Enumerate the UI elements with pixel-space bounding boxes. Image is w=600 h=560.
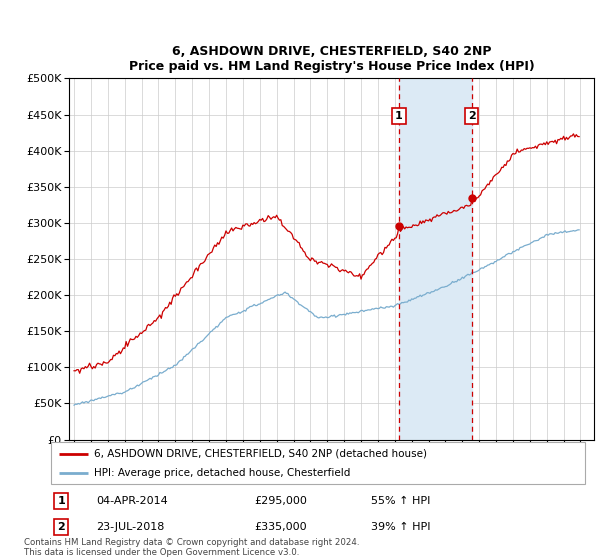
- Text: 2: 2: [58, 522, 65, 532]
- Text: 1: 1: [395, 111, 403, 121]
- Text: 1: 1: [58, 496, 65, 506]
- Text: Contains HM Land Registry data © Crown copyright and database right 2024.
This d: Contains HM Land Registry data © Crown c…: [24, 538, 359, 557]
- Text: 23-JUL-2018: 23-JUL-2018: [97, 522, 165, 532]
- Text: 2: 2: [468, 111, 475, 121]
- Title: 6, ASHDOWN DRIVE, CHESTERFIELD, S40 2NP
Price paid vs. HM Land Registry's House : 6, ASHDOWN DRIVE, CHESTERFIELD, S40 2NP …: [128, 45, 535, 73]
- Bar: [399, 78, 472, 440]
- Text: £295,000: £295,000: [254, 496, 307, 506]
- Text: £335,000: £335,000: [254, 522, 307, 532]
- Text: 6, ASHDOWN DRIVE, CHESTERFIELD, S40 2NP (detached house): 6, ASHDOWN DRIVE, CHESTERFIELD, S40 2NP …: [94, 449, 427, 459]
- FancyBboxPatch shape: [51, 442, 585, 484]
- Text: 55% ↑ HPI: 55% ↑ HPI: [371, 496, 431, 506]
- Text: 04-APR-2014: 04-APR-2014: [97, 496, 168, 506]
- Text: 39% ↑ HPI: 39% ↑ HPI: [371, 522, 431, 532]
- Text: HPI: Average price, detached house, Chesterfield: HPI: Average price, detached house, Ches…: [94, 468, 350, 478]
